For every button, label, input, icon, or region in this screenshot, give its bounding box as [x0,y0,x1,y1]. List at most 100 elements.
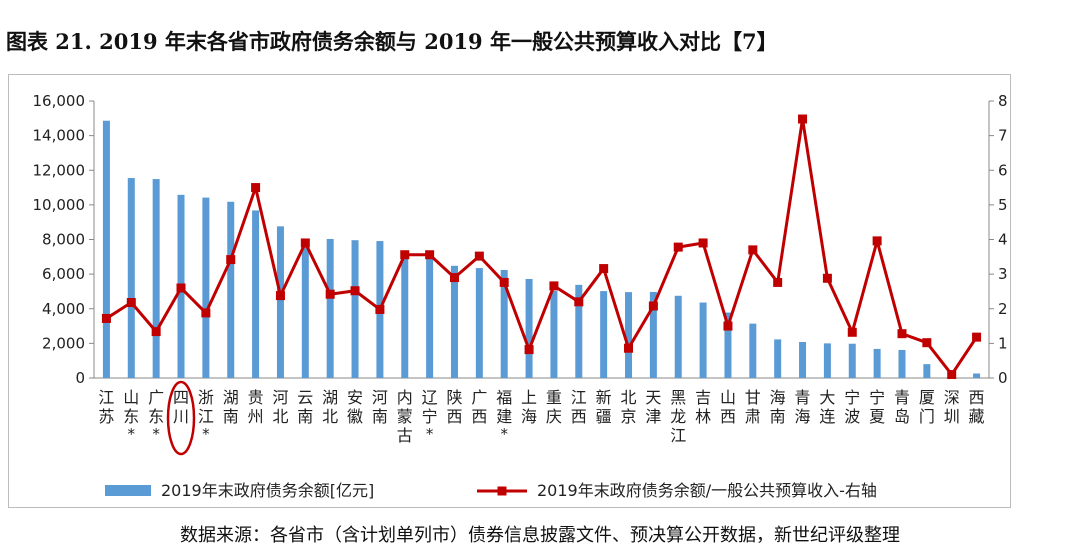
legend-line-marker [497,486,507,496]
ratio-marker [375,304,385,314]
category-label: 龙 [670,407,686,426]
category-label: 内 [397,388,413,407]
ratio-marker [624,343,634,353]
bar [774,339,782,378]
category-label: 厦 [919,388,935,407]
category-label: 辽 [422,388,438,407]
ratio-marker [723,321,733,331]
bar [674,295,682,378]
category-label: 东 [123,407,139,426]
ratio-marker [698,238,708,248]
right-tick-label: 1 [998,334,1008,352]
highlight-circle [166,380,196,456]
category-label: 安 [347,388,363,407]
right-tick-label: 2 [998,300,1008,318]
ratio-marker [350,286,360,296]
bar [823,343,831,378]
ratio-marker [748,245,758,255]
category-label: 河 [272,388,288,407]
ratio-marker [325,289,335,299]
category-label: 连 [819,407,835,426]
left-tick-label: 16,000 [33,92,86,110]
category-label: 蒙 [397,407,413,426]
category-label: 北 [272,407,288,426]
category-label: 西 [446,407,462,426]
bar [500,269,508,378]
category-label: 海 [770,388,786,407]
category-label: 古 [397,426,413,445]
right-tick-label: 7 [998,127,1008,145]
bar [600,291,608,378]
ratio-marker [176,283,186,293]
bar [625,292,633,378]
category-label: 宁 [422,407,438,426]
chart-svg: 0 2,000 4,000 6,000 8,000 10,000 12,000 14,000 1… [33,92,1008,500]
category-label: 疆 [596,407,612,426]
ratio-marker [474,251,484,261]
category-label: 圳 [944,407,960,426]
category-label: 南 [297,407,313,426]
bar [724,312,732,378]
right-tick-label: 5 [998,196,1008,214]
category-label: 青 [894,388,910,407]
ratio-marker [648,301,658,311]
ratio-marker [226,255,236,265]
category-label: 天 [645,388,661,407]
bar [575,284,583,378]
bar [351,240,359,378]
ratio-marker [673,242,683,252]
left-tick-label: 12,000 [33,161,86,179]
bar [450,265,458,378]
category-star: * [426,425,434,443]
category-label: 川 [173,407,189,426]
ratio-marker [126,298,136,308]
bar [525,278,533,378]
category-label: 深 [944,388,960,407]
category-label: 门 [919,407,935,426]
ratio-marker [201,308,211,318]
ratio-marker [972,332,982,342]
category-label: 浙 [198,388,214,407]
right-tick-label: 3 [998,265,1008,283]
category-label: 江 [571,388,587,407]
left-tick-label: 14,000 [33,127,86,145]
bar [202,197,210,378]
category-star: * [152,425,160,443]
bar [301,243,309,378]
category-label: 陕 [446,388,462,407]
category-label: 海 [521,407,537,426]
category-label: 苏 [98,407,114,426]
ratio-marker [599,264,609,274]
bar [127,178,135,378]
bar [550,290,558,378]
category-label: 吉 [695,388,711,407]
category-label: 州 [248,407,264,426]
bar [799,341,807,378]
bar [227,201,235,378]
category-star: * [128,425,136,443]
ratio-marker [872,236,882,246]
ratio-marker [499,277,509,287]
category-label: 福 [496,388,512,407]
bar [326,238,334,378]
ratio-marker [773,277,783,287]
ratio-marker [549,281,559,291]
ratio-marker [822,273,832,283]
category-label: 湖 [322,388,338,407]
source-note: 数据来源：各省市（含计划单列市）债券信息披露文件、预决算公开数据，新世纪评级整理 [180,525,900,546]
category-star: * [202,425,210,443]
ratio-marker [524,345,534,355]
ratio-marker [300,238,310,248]
ratio-marker [922,338,932,348]
category-label: 西 [969,388,985,407]
bar [873,348,881,378]
category-label: 西 [471,407,487,426]
category-label: 夏 [869,407,885,426]
category-label: 重 [546,388,562,407]
legend-line-label: 2019年末政府债务余额/一般公共预算收入-右轴 [537,481,877,500]
bar [426,254,434,378]
category-label: 庆 [546,407,562,426]
category-label: 四 [173,388,189,407]
category-label: 北 [322,407,338,426]
bar [973,373,981,378]
